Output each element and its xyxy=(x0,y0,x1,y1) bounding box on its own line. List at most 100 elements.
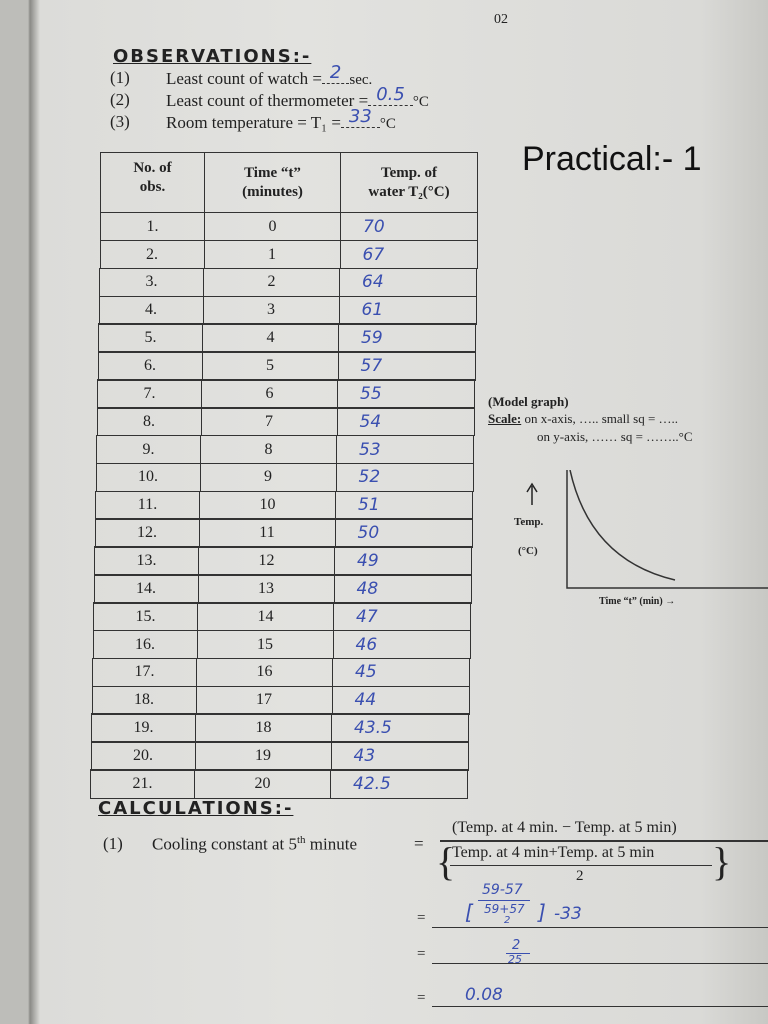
cell: 1. xyxy=(100,212,205,242)
temp-cell: 61 xyxy=(338,295,477,325)
cell: 12 xyxy=(198,546,335,576)
item-row: Least count of thermometer = 0.5 °C xyxy=(166,84,429,112)
item-number: (3) xyxy=(110,112,130,131)
model-graph xyxy=(526,470,768,589)
formula-numerator: (Temp. at 4 min. − Temp. at 5 min) xyxy=(452,819,677,836)
step1-numerator: 59-57 xyxy=(482,882,523,898)
practical-title: Practical:- 1 xyxy=(522,140,702,178)
item-unit: sec. xyxy=(349,72,373,88)
cell: 7 xyxy=(200,407,338,437)
calc-label-sup: th xyxy=(296,834,306,846)
cell: 18 xyxy=(195,713,332,743)
brace-right: } xyxy=(712,839,732,884)
header-cell: Time “t” (minutes) xyxy=(204,152,341,213)
formula-denominator-bottom: 2 xyxy=(576,868,584,884)
temp-cell: 53 xyxy=(336,434,474,465)
cell: 11. xyxy=(95,490,200,520)
cell: 3 xyxy=(202,295,340,325)
header-cell: No. of obs. xyxy=(100,152,205,213)
item-number: (2) xyxy=(110,90,130,109)
cell: 2. xyxy=(99,239,205,270)
cell: 8. xyxy=(96,407,202,437)
formula-denominator-top: Temp. at 4 min+Temp. at 5 min xyxy=(452,844,655,861)
temp-cell: 70 xyxy=(340,212,478,242)
cell: 14. xyxy=(93,574,199,604)
temp-cell: 43 xyxy=(330,741,469,771)
cell: 17. xyxy=(92,657,197,688)
temp-cell: 43.5 xyxy=(331,713,469,743)
cell: 3. xyxy=(99,267,204,298)
cell: 10 xyxy=(199,490,336,520)
cell: 1 xyxy=(203,239,341,270)
step1-denominator-top: 59+57 xyxy=(484,902,525,916)
scale-label: Scale: xyxy=(488,411,522,426)
temp-cell: 50 xyxy=(334,518,473,548)
axes xyxy=(566,470,768,589)
cell: 13. xyxy=(94,546,199,576)
item-value: 0.5 xyxy=(368,84,413,106)
cell: 16. xyxy=(92,629,198,660)
temp-cell: 52 xyxy=(335,462,474,493)
cell: 15. xyxy=(93,602,198,632)
step2-numerator: 2 xyxy=(512,938,521,953)
step1-bracket-close: ] xyxy=(538,900,546,924)
cell: 2 xyxy=(203,267,340,298)
observations-heading: OBSERVATIONS:- xyxy=(113,46,312,67)
equals: = xyxy=(417,990,426,1006)
scale-x-text: on x-axis, ….. small sq = ….. xyxy=(524,411,679,426)
page-number: 02 xyxy=(494,12,508,27)
temp-cell: 57 xyxy=(337,351,476,381)
cell: 20 xyxy=(194,769,331,799)
step1-denominator-bottom: 2 xyxy=(504,915,511,926)
step1-minus: -33 xyxy=(554,904,582,924)
cell: 15 xyxy=(196,629,334,660)
inner-fraction-line xyxy=(450,865,712,866)
cell: 20. xyxy=(90,741,196,771)
item-unit: °C xyxy=(412,94,429,110)
item-unit: °C xyxy=(379,116,396,132)
cell: 5 xyxy=(201,351,339,381)
temp-cell: 45 xyxy=(332,657,470,688)
cell: 4 xyxy=(202,323,339,353)
cell: 17 xyxy=(195,685,333,715)
fraction-line xyxy=(440,840,768,842)
header-cell: Temp. of water T₂(°C) xyxy=(340,152,478,213)
cell: 6 xyxy=(201,379,338,409)
cell: 12. xyxy=(94,518,200,548)
calc-number: (1) xyxy=(103,834,123,853)
temp-cell: 42.5 xyxy=(330,769,468,799)
cell: 14 xyxy=(197,602,334,632)
cell: 0 xyxy=(204,212,341,242)
result: 0.08 xyxy=(465,985,503,1005)
cell: 6. xyxy=(97,351,203,381)
cooling-curve xyxy=(569,470,676,581)
temp-cell: 59 xyxy=(338,323,476,353)
cell: 5. xyxy=(98,323,203,353)
temp-cell: 44 xyxy=(331,685,470,715)
item-row: Least count of watch = 2 sec. xyxy=(166,62,373,90)
graph-y-unit: (°C) xyxy=(518,545,538,557)
temp-cell: 67 xyxy=(339,239,478,270)
cell: 10. xyxy=(95,462,201,493)
temp-cell: 46 xyxy=(332,629,471,660)
scale-x: Scale: on x-axis, ….. small sq = ….. xyxy=(488,411,678,427)
brace-left: { xyxy=(436,839,456,884)
answer-line xyxy=(432,1006,768,1007)
scale-y: on y-axis, …… sq = ……..°C xyxy=(537,429,693,444)
temp-cell: 64 xyxy=(339,267,477,298)
cell: 7. xyxy=(97,379,202,409)
cell: 19. xyxy=(91,713,196,743)
graph-y-label: Temp. xyxy=(514,516,544,528)
step2-line xyxy=(506,953,530,954)
cell: 8 xyxy=(200,434,337,465)
graph-x-label: Time “t” (min) → xyxy=(599,596,676,607)
cell: 4. xyxy=(98,295,204,325)
item-label: Least count of thermometer = xyxy=(166,91,369,110)
cell: 18. xyxy=(91,685,197,715)
graph-title: (Model graph) xyxy=(488,394,569,409)
cell: 9 xyxy=(199,462,337,493)
calculations-heading: CALCULATIONS:- xyxy=(98,798,294,819)
cell: 21. xyxy=(90,769,195,799)
equals: = xyxy=(414,834,424,853)
